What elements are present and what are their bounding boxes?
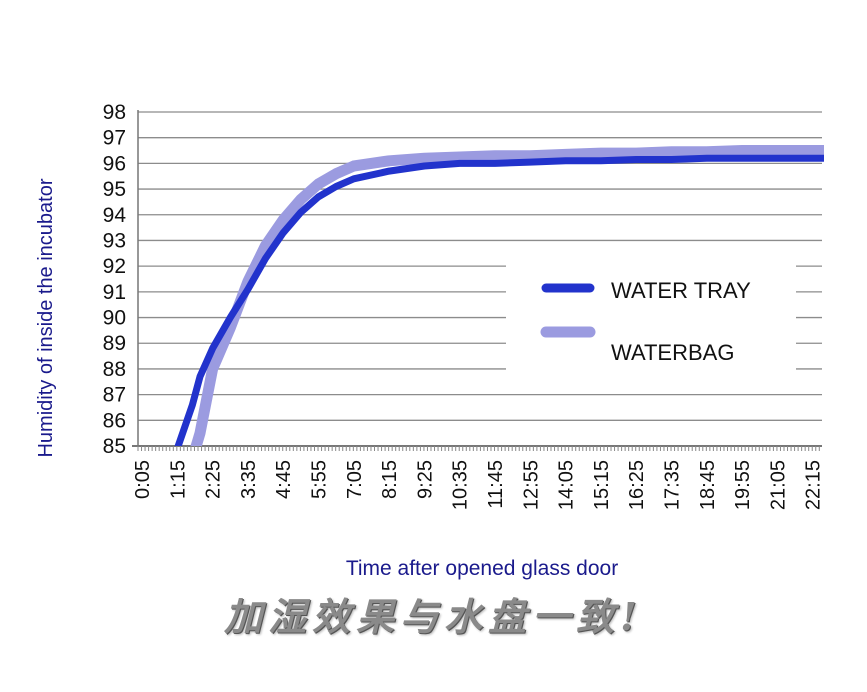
gridlines	[138, 111, 822, 421]
y-tick-label: 88	[103, 358, 126, 381]
y-tick-label: 89	[103, 332, 126, 355]
x-tick-label: 14:05	[556, 460, 578, 510]
x-tick-label: 22:15	[803, 460, 825, 510]
x-tick-labels: 0:05 1:15 2:25 3:35 4:45 5:55 7:05 8:15 9:25 10:3…	[132, 460, 825, 510]
x-tick-label: 2:25	[203, 460, 225, 499]
x-tick-label: 1:15	[167, 460, 189, 499]
series-lines	[174, 145, 824, 446]
y-tick-label: 93	[103, 229, 126, 252]
legend: WATER TRAY WATERBAG	[506, 262, 796, 372]
y-tick-label: 91	[103, 281, 126, 304]
y-tick-label: 98	[103, 101, 126, 124]
series-line-waterbag	[190, 145, 824, 446]
y-tick-label: 92	[103, 255, 126, 278]
x-tick-label: 4:45	[273, 460, 295, 499]
x-tick-label: 7:05	[344, 460, 366, 499]
x-tick-label: 16:25	[626, 460, 648, 510]
x-tick-label: 11:45	[485, 460, 507, 509]
legend-label-waterbag: WATERBAG	[611, 340, 734, 365]
legend-label-water-tray: WATER TRAY	[611, 278, 751, 303]
x-tick-label: 9:25	[414, 460, 436, 499]
x-tick-label: 10:35	[450, 460, 472, 510]
caption-banner: 加湿效果与水盘一致!	[224, 594, 643, 639]
y-tick-label: 90	[103, 307, 126, 330]
x-tick-label: 17:35	[662, 460, 684, 510]
y-tick-label: 87	[103, 384, 126, 407]
y-tick-label: 96	[103, 152, 126, 175]
y-tick-label: 85	[103, 435, 126, 458]
x-axis-title: Time after opened glass door	[346, 557, 618, 580]
y-tick-label: 94	[103, 204, 127, 227]
x-tick-label: 5:55	[309, 460, 331, 499]
x-tick-label: 15:15	[591, 460, 613, 510]
x-tick-label: 18:45	[697, 460, 719, 510]
x-tick-label: 0:05	[132, 460, 154, 499]
x-tick-label: 3:35	[238, 460, 260, 499]
y-tick-label: 86	[103, 409, 126, 432]
series-line-water-tray	[174, 154, 824, 446]
axes	[132, 110, 822, 451]
legend-box	[506, 262, 796, 372]
x-tick-label: 12:55	[520, 460, 542, 510]
y-tick-label: 95	[103, 178, 126, 201]
y-tick-label: 97	[103, 127, 126, 150]
x-tick-label: 19:55	[732, 460, 754, 510]
y-axis-title: Humidity of inside the incubator	[35, 178, 57, 457]
x-tick-label: 8:15	[379, 460, 401, 499]
x-tick-label: 21:05	[767, 460, 789, 510]
